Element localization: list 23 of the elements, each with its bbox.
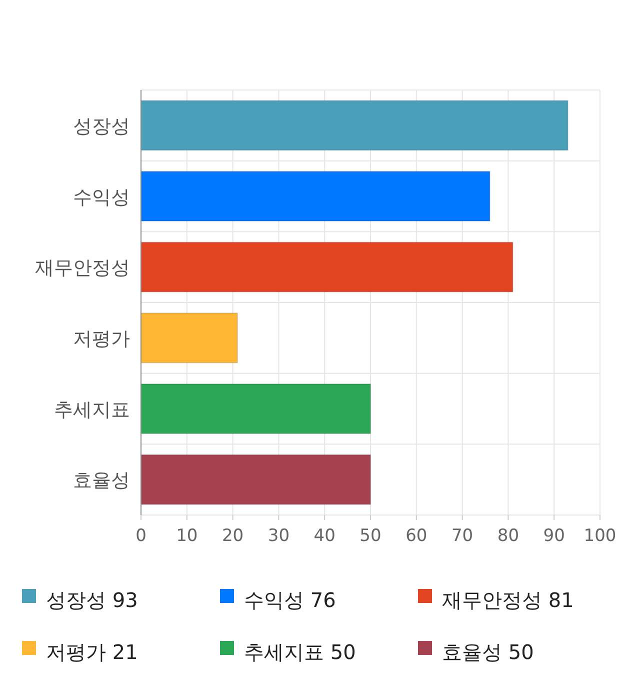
- legend-label: 저평가 21: [46, 640, 138, 664]
- x-tick-label: 40: [314, 526, 336, 546]
- x-tick-label: 60: [406, 526, 428, 546]
- legend-label: 효율성 50: [442, 640, 534, 664]
- x-tick-label: 80: [497, 526, 520, 546]
- x-tick-label: 10: [176, 526, 198, 546]
- x-tick-label: 0: [136, 526, 146, 546]
- y-tick-label: 재무안정성: [35, 257, 130, 280]
- legend-label: 성장성 93: [46, 588, 138, 612]
- y-tick-label: 추세지표: [54, 398, 130, 421]
- y-tick-label: 성장성: [73, 115, 130, 138]
- x-tick-label: 50: [360, 526, 382, 546]
- legend-label: 수익성 76: [244, 588, 336, 612]
- x-tick-label: 100: [584, 526, 616, 546]
- x-tick-label: 90: [543, 526, 565, 546]
- x-tick-label: 30: [268, 526, 290, 546]
- legend-label: 추세지표 50: [244, 640, 356, 664]
- y-tick-label: 저평가: [73, 328, 130, 350]
- x-tick-label: 70: [451, 526, 474, 546]
- x-tick-label: 20: [222, 526, 244, 546]
- legend-label: 재무안정성 81: [442, 588, 574, 612]
- y-tick-label: 수익성: [73, 186, 130, 208]
- y-tick-label: 효율성: [73, 470, 130, 492]
